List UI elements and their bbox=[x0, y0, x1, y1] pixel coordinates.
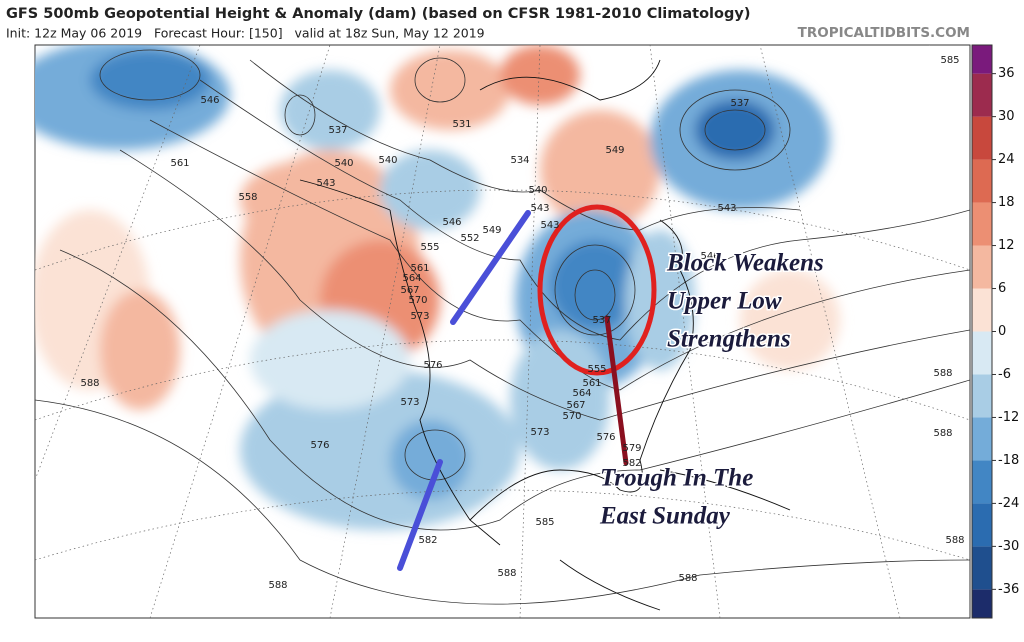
contour-label: 585 bbox=[940, 55, 959, 66]
contour-label: 549 bbox=[482, 225, 501, 236]
colorbar-tick-label: 18 bbox=[998, 195, 1015, 210]
colorbar-bin bbox=[972, 546, 992, 590]
contour-label: 549 bbox=[605, 145, 624, 156]
colorbar-bin bbox=[972, 245, 992, 289]
contour-label: 540 bbox=[528, 185, 547, 196]
colorbar-bin bbox=[972, 460, 992, 504]
contour-label: 588 bbox=[945, 535, 964, 546]
watermark: TROPICALTIDBITS.COM bbox=[798, 25, 970, 41]
contour-label: 585 bbox=[535, 517, 554, 528]
contour-label: 570 bbox=[408, 295, 427, 306]
contour-label: 576 bbox=[423, 360, 442, 371]
contour-label: 555 bbox=[420, 242, 439, 253]
contour-label: 534 bbox=[510, 155, 529, 166]
contour-label: 588 bbox=[933, 428, 952, 439]
annotation: Block Weakens bbox=[666, 250, 824, 277]
contour-label: 570 bbox=[562, 411, 581, 422]
colorbar: 36 30 24 18 12 6 0 -6 -12 -18 -24 -30 -36 bbox=[971, 44, 1019, 619]
ridge-axis bbox=[450, 210, 531, 325]
colorbar-tick-label: -36 bbox=[998, 582, 1019, 597]
contour-label: 537 bbox=[328, 125, 347, 136]
contour-label: 540 bbox=[378, 155, 397, 166]
colorbar-tick-label: -6 bbox=[998, 367, 1011, 382]
contour-label: 546 bbox=[200, 95, 219, 106]
annotation: Strengthens bbox=[667, 326, 791, 353]
contour-label: 564 bbox=[402, 273, 421, 284]
colorbar-tick-label: -18 bbox=[998, 453, 1019, 468]
colorbar-bin bbox=[972, 589, 992, 618]
annotation: Trough In The bbox=[600, 465, 753, 492]
colorbar-tick-label: 24 bbox=[998, 152, 1015, 167]
contour-label: 543 bbox=[530, 203, 549, 214]
contour-label: 573 bbox=[410, 311, 429, 322]
title: GFS 500mb Geopotential Height & Anomaly … bbox=[6, 6, 750, 22]
colorbar-bin bbox=[972, 503, 992, 547]
contour-label: 573 bbox=[530, 427, 549, 438]
colorbar-bin bbox=[972, 417, 992, 461]
colorbar-tick-label: -30 bbox=[998, 539, 1019, 554]
contour-label: 561 bbox=[170, 158, 189, 169]
contour-label: 576 bbox=[596, 432, 615, 443]
colorbar-tick-label: 36 bbox=[998, 66, 1015, 81]
contour-label: 552 bbox=[460, 233, 479, 244]
contour-label: 561 bbox=[410, 263, 429, 274]
colorbar-bin bbox=[972, 374, 992, 418]
contour-label: 588 bbox=[933, 368, 952, 379]
colorbar-tick-label: 0 bbox=[998, 324, 1006, 339]
colorbar-tick-label: 12 bbox=[998, 238, 1015, 253]
colorbar-tick-label: 6 bbox=[998, 281, 1006, 296]
contour-label: 543 bbox=[316, 178, 335, 189]
contour-label: 567 bbox=[566, 400, 585, 411]
coastlines bbox=[299, 59, 791, 611]
upper-low-circle bbox=[537, 204, 657, 376]
contour-label: 564 bbox=[572, 388, 591, 399]
colorbar-bin bbox=[972, 116, 992, 160]
contour-label: 546 bbox=[700, 251, 719, 262]
contour-label: 582 bbox=[622, 458, 641, 469]
contour-label: 537 bbox=[592, 315, 611, 326]
contour-label: 543 bbox=[717, 203, 736, 214]
contour-label: 588 bbox=[80, 378, 99, 389]
contour-label: 579 bbox=[622, 443, 641, 454]
contour-label: 543 bbox=[540, 220, 559, 231]
contour-label: 546 bbox=[442, 217, 461, 228]
contour-label: 561 bbox=[582, 378, 601, 389]
colorbar-bin bbox=[972, 73, 992, 117]
contour-label: 531 bbox=[452, 119, 471, 130]
graticule bbox=[35, 45, 970, 618]
contour-label: 537 bbox=[730, 98, 749, 109]
colorbar-bin bbox=[972, 45, 992, 74]
annotations: Block Weakens Upper Low Strengthens Trou… bbox=[598, 248, 826, 531]
colorbar-bin bbox=[972, 331, 992, 375]
annotation: Upper Low bbox=[667, 288, 782, 315]
contour-label: 588 bbox=[678, 573, 697, 584]
height-contours bbox=[35, 49, 970, 605]
contour-label: 573 bbox=[400, 397, 419, 408]
colorbar-tick-label: -24 bbox=[998, 496, 1019, 511]
contour-label: 588 bbox=[497, 568, 516, 579]
annotation: East Sunday bbox=[599, 503, 731, 530]
contour-label: 555 bbox=[587, 364, 606, 375]
colorbar-bin bbox=[972, 202, 992, 246]
colorbar-bin bbox=[972, 288, 992, 332]
colorbar-tick-label: 30 bbox=[998, 109, 1015, 124]
trough-axis bbox=[604, 315, 629, 466]
ridge-axis bbox=[397, 459, 443, 571]
contour-label: 558 bbox=[238, 192, 257, 203]
contour-label: 567 bbox=[400, 285, 419, 296]
overlay-lines bbox=[397, 204, 657, 571]
colorbar-tick-label: -12 bbox=[998, 410, 1019, 425]
contour-label: 582 bbox=[418, 535, 437, 546]
contour-label: 540 bbox=[334, 158, 353, 169]
colorbar-bin bbox=[972, 159, 992, 203]
contour-label: 588 bbox=[268, 580, 287, 591]
contour-label: 576 bbox=[310, 440, 329, 451]
subtitle: Init: 12z May 06 2019 Forecast Hour: [15… bbox=[6, 26, 485, 41]
